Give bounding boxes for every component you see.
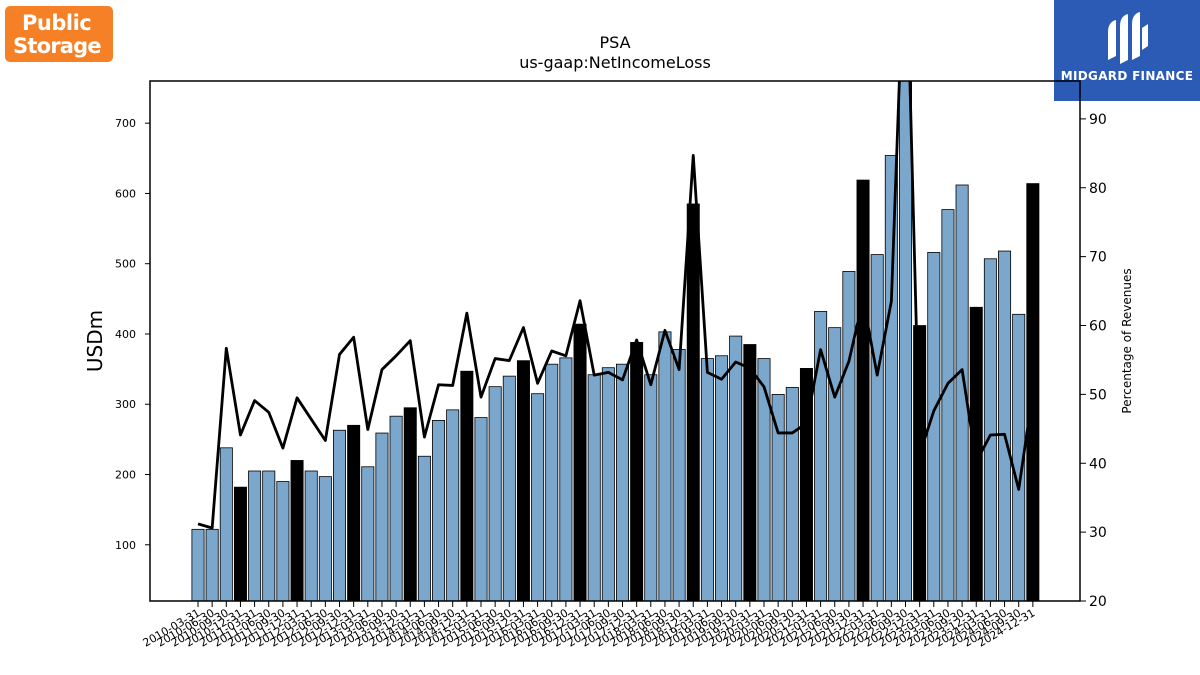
bar-2019-03-31 — [700, 358, 714, 602]
logo-text-line2: Storage — [13, 34, 102, 58]
bar-2013-12-31 — [403, 407, 417, 602]
bar-2020-03-31 — [757, 358, 771, 602]
bar-2018-03-31 — [644, 374, 658, 602]
y2-tick-label: 30 — [1089, 525, 1107, 541]
logo-text-line1: Public — [22, 11, 92, 35]
bar-2022-09-30 — [899, 80, 913, 602]
y-tick-label: 200 — [115, 469, 136, 482]
y2-axis-label: Percentage of Revenues — [1120, 268, 1134, 413]
bar-2013-09-30 — [389, 415, 403, 602]
plot-frame — [149, 80, 1081, 602]
ratio-line-group — [197, 81, 1035, 530]
bar-2013-03-31 — [361, 466, 375, 602]
y-tick-label: 300 — [115, 398, 136, 411]
bar-2021-09-30 — [842, 271, 856, 602]
bar-2018-09-30 — [672, 349, 686, 602]
y2-tick-label: 20 — [1089, 594, 1107, 610]
y-tick-label: 500 — [115, 258, 136, 271]
public-storage-logo: Public Storage — [5, 6, 113, 62]
bar-2012-06-30 — [318, 476, 332, 602]
bar-2017-09-30 — [616, 363, 630, 602]
bar-2010-09-30 — [219, 447, 233, 602]
bar-2016-09-30 — [559, 357, 573, 602]
bar-2016-12-31 — [573, 323, 587, 602]
bar-2019-09-30 — [729, 335, 743, 602]
y2-tick-label: 50 — [1089, 387, 1107, 403]
bar-2022-03-31 — [870, 254, 884, 602]
bar-2017-03-31 — [587, 374, 601, 602]
y2-tick-label: 70 — [1089, 250, 1107, 266]
series-line-percentage — [197, 81, 1035, 530]
x-axis: 2010-03-312010-06-302010-09-302010-12-31… — [141, 601, 1037, 650]
bar-2012-12-31 — [347, 424, 361, 602]
bar-2012-09-30 — [332, 429, 346, 602]
bar-2012-03-31 — [304, 470, 318, 602]
y2-tick-label: 80 — [1089, 181, 1107, 197]
bar-2013-06-30 — [375, 432, 389, 602]
bar-2024-12-31 — [1026, 183, 1040, 602]
y2-tick-label: 40 — [1089, 456, 1107, 472]
bar-2017-06-30 — [601, 367, 615, 602]
chart-subtitle: us-gaap:NetIncomeLoss — [519, 53, 711, 72]
bar-2014-03-31 — [417, 455, 431, 602]
bar-2011-06-30 — [262, 470, 276, 602]
bar-2018-06-30 — [658, 331, 672, 602]
bar-2016-03-31 — [531, 393, 545, 602]
midgard-mark-icon — [1108, 12, 1148, 64]
y-tick-label: 100 — [115, 539, 136, 552]
logo-company-name: MIDGARD FINANCE — [1060, 69, 1194, 83]
bar-2024-06-30 — [998, 250, 1012, 602]
bar-2015-06-30 — [488, 386, 502, 602]
bar-2016-06-30 — [545, 363, 559, 602]
y-tick-label: 600 — [115, 187, 136, 200]
bar-2011-09-30 — [276, 481, 290, 602]
bar-2021-12-31 — [856, 179, 870, 602]
bar-2019-06-30 — [715, 355, 729, 602]
bar-2010-12-31 — [233, 486, 247, 602]
bar-2015-03-31 — [474, 417, 488, 602]
bar-2015-12-31 — [516, 360, 530, 602]
y2-tick-label: 90 — [1089, 112, 1107, 128]
bar-2010-03-31 — [191, 528, 205, 602]
bar-2014-12-31 — [460, 370, 474, 602]
midgard-finance-logo: MIDGARD FINANCE — [1054, 0, 1200, 101]
right-axis: 20 30 40 50 60 70 80 90 — [1080, 112, 1107, 610]
bar-2015-09-30 — [502, 375, 516, 602]
y-tick-label: 400 — [115, 328, 136, 341]
bar-2011-03-31 — [248, 470, 262, 602]
bar-2019-12-31 — [743, 344, 757, 602]
bar-2020-06-30 — [771, 394, 785, 602]
y-tick-label: 700 — [115, 117, 136, 130]
bar-2024-03-31 — [983, 258, 997, 602]
chart-title: PSA — [599, 33, 630, 52]
bar-2022-12-31 — [913, 325, 927, 602]
bar-2023-06-30 — [941, 209, 955, 602]
bars-group — [191, 80, 1040, 602]
y2-tick-label: 60 — [1089, 319, 1107, 335]
bar-2014-06-30 — [432, 420, 446, 602]
left-axis: 100 200 300 400 500 600 700 — [115, 117, 150, 552]
bar-2010-06-30 — [205, 528, 219, 602]
bar-2014-09-30 — [446, 409, 460, 602]
y-axis-label: USDm — [83, 310, 107, 372]
bar-2017-12-31 — [630, 342, 644, 602]
bar-2021-06-30 — [828, 327, 842, 602]
bar-2020-09-30 — [785, 386, 799, 602]
bar-2018-12-31 — [686, 203, 700, 602]
bar-2011-12-31 — [290, 460, 304, 602]
